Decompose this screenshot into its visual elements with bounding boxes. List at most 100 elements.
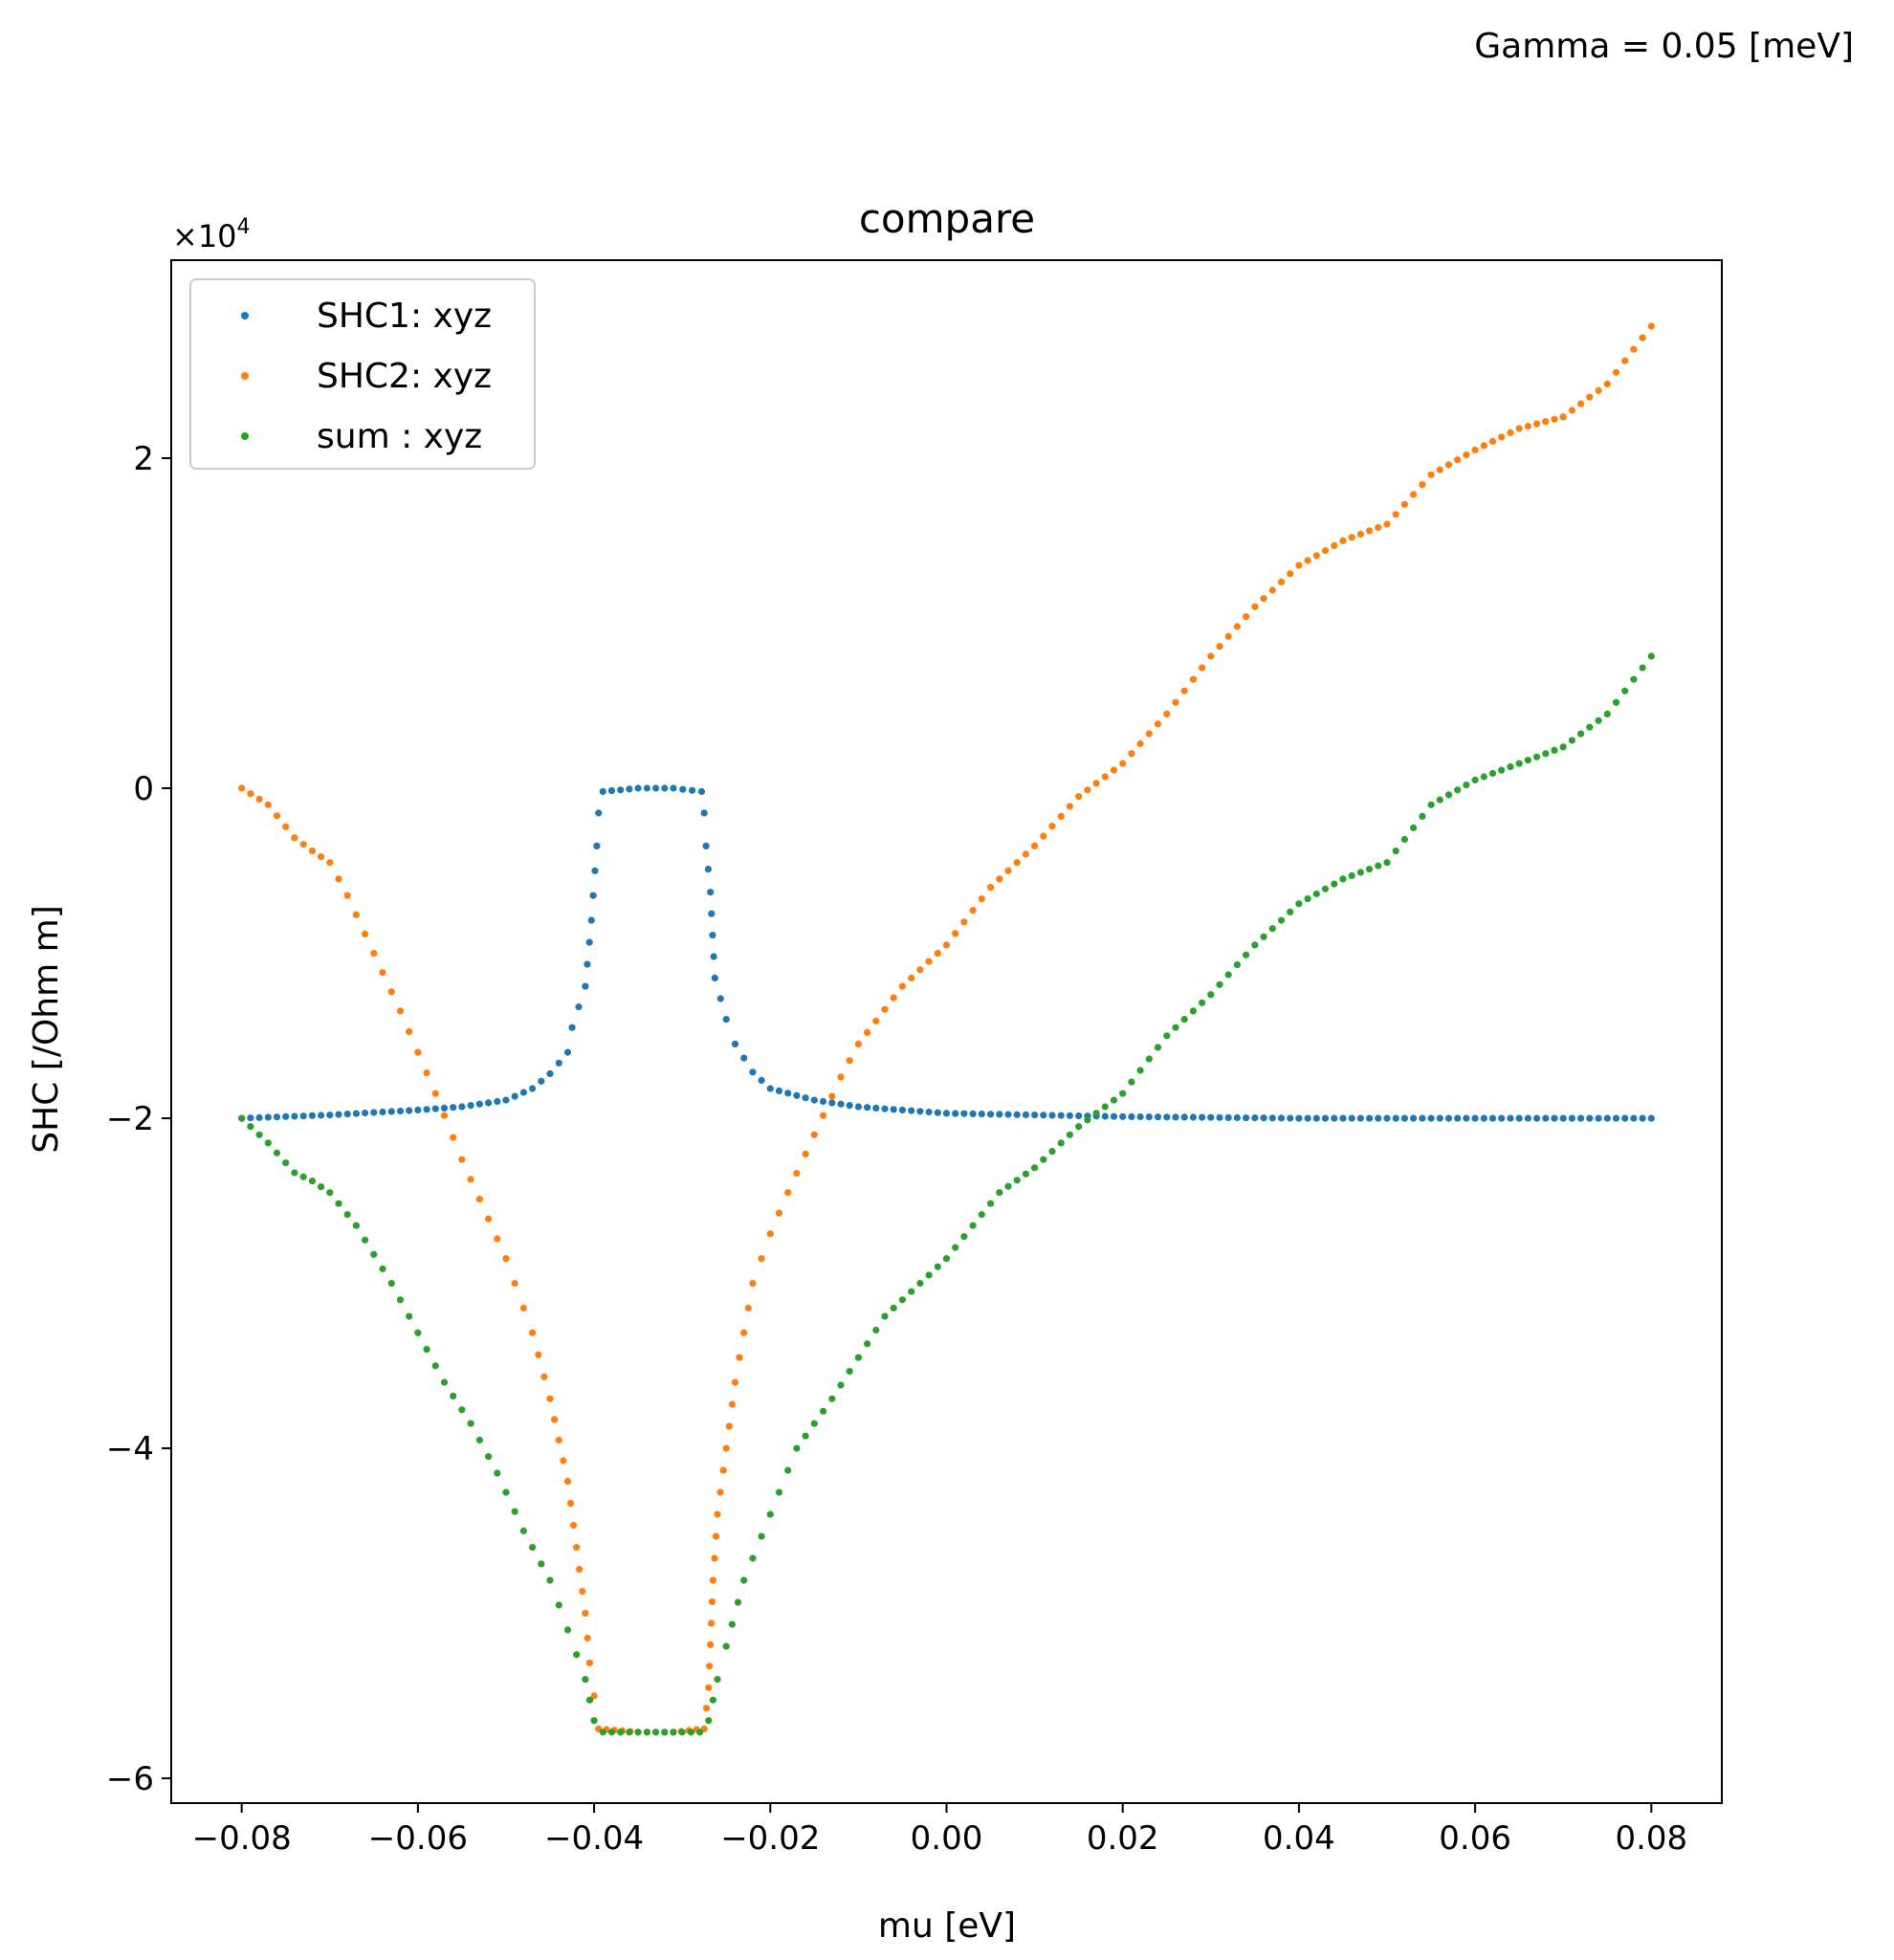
data-point (1321, 1114, 1330, 1122)
data-point (1057, 812, 1065, 821)
data-point (810, 1420, 818, 1427)
data-point (379, 969, 386, 977)
data-point (247, 1114, 254, 1122)
data-point (934, 1263, 941, 1270)
data-point (485, 1453, 493, 1461)
data-point (370, 1250, 378, 1258)
data-point (370, 950, 378, 958)
data-point (1427, 1114, 1435, 1122)
data-point (881, 1005, 889, 1013)
data-point (264, 1113, 272, 1121)
data-point (749, 1280, 757, 1288)
data-point (1207, 652, 1215, 660)
data-point (744, 1304, 752, 1312)
data-point (1400, 1114, 1408, 1122)
data-point (1454, 456, 1462, 464)
data-point (238, 784, 246, 792)
data-point (758, 1076, 765, 1084)
data-point (273, 1113, 281, 1121)
data-point (1463, 1114, 1470, 1122)
data-point (1243, 951, 1250, 958)
data-point (766, 1510, 774, 1518)
data-point (494, 1469, 501, 1477)
data-point (1119, 1090, 1127, 1097)
data-point (634, 784, 642, 792)
data-point (1639, 1114, 1646, 1122)
data-point (731, 1040, 739, 1047)
data-point (1366, 866, 1374, 873)
data-point (563, 1626, 572, 1634)
data-point (494, 1097, 501, 1106)
data-point (734, 1598, 742, 1606)
data-point (1603, 380, 1611, 387)
data-point (1586, 1114, 1594, 1122)
legend-marker (241, 432, 249, 440)
data-point (661, 784, 669, 792)
data-point (370, 1109, 378, 1116)
data-point (1488, 1114, 1497, 1122)
data-point (1084, 1116, 1091, 1124)
data-point (1145, 1055, 1153, 1063)
data-point (1375, 523, 1382, 532)
data-point (467, 1420, 474, 1427)
chart-title: compare (859, 195, 1035, 242)
data-point (1533, 420, 1541, 428)
data-point (423, 1346, 430, 1354)
data-point (1013, 859, 1021, 867)
data-point (587, 916, 595, 924)
data-point (1304, 557, 1311, 564)
data-point (255, 795, 263, 804)
data-point (1400, 500, 1408, 508)
data-point (406, 1312, 413, 1320)
data-point (828, 1099, 836, 1107)
data-point (379, 1108, 386, 1116)
data-point (1233, 623, 1241, 630)
plot-area (238, 322, 1655, 1736)
data-point (711, 974, 718, 981)
data-point (308, 1112, 316, 1119)
data-point (326, 859, 334, 867)
series-2 (238, 322, 1655, 1736)
data-point (652, 1729, 660, 1736)
data-point (802, 1150, 809, 1157)
data-point (925, 1108, 933, 1116)
data-point (546, 1395, 554, 1402)
data-point (1436, 1114, 1443, 1122)
data-point (708, 1597, 716, 1606)
data-point (872, 1017, 880, 1024)
data-point (978, 1111, 985, 1118)
data-point (1542, 750, 1550, 758)
data-point (1366, 1114, 1374, 1122)
data-point (978, 895, 985, 903)
data-point (538, 1560, 545, 1568)
data-point (387, 1108, 395, 1115)
data-point (719, 1466, 727, 1474)
y-tick-label: −6 (106, 1760, 154, 1798)
data-point (529, 1544, 537, 1552)
data-point (731, 1378, 739, 1386)
data-point (1515, 425, 1523, 432)
data-point (728, 1400, 737, 1408)
data-point (291, 834, 298, 842)
data-point (1498, 433, 1506, 441)
data-point (1172, 1113, 1179, 1121)
data-point (1022, 850, 1029, 858)
data-point (1542, 1114, 1550, 1122)
data-point (1224, 632, 1232, 640)
data-point (1647, 1114, 1655, 1122)
data-point (1321, 885, 1330, 892)
data-point (1057, 1139, 1065, 1147)
data-point (1427, 471, 1435, 478)
data-point (766, 1085, 774, 1092)
data-point (890, 994, 897, 1002)
x-tick-label: −0.06 (368, 1819, 468, 1858)
data-point (431, 1105, 439, 1112)
data-point (1577, 730, 1585, 738)
data-point (711, 1554, 718, 1562)
data-point (709, 1576, 717, 1584)
data-point (740, 1054, 748, 1062)
data-point (560, 1457, 567, 1464)
data-point (1419, 812, 1426, 821)
data-point (264, 1139, 272, 1147)
